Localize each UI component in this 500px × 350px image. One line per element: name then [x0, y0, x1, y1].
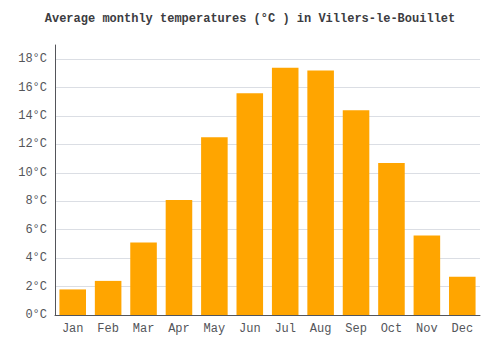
svg-text:Jul: Jul — [274, 322, 296, 336]
svg-text:4°C: 4°C — [25, 251, 47, 265]
svg-text:16°C: 16°C — [18, 81, 47, 95]
svg-text:Apr: Apr — [168, 322, 190, 336]
svg-text:Oct: Oct — [381, 322, 403, 336]
svg-text:Aug: Aug — [310, 322, 332, 336]
svg-text:Sep: Sep — [345, 322, 367, 336]
svg-text:6°C: 6°C — [25, 223, 47, 237]
svg-text:Mar: Mar — [133, 322, 155, 336]
svg-text:10°C: 10°C — [18, 166, 47, 180]
svg-text:2°C: 2°C — [25, 280, 47, 294]
svg-text:Jan: Jan — [62, 322, 84, 336]
svg-text:12°C: 12°C — [18, 137, 47, 151]
svg-text:Feb: Feb — [97, 322, 119, 336]
svg-text:Average monthly temperatures (: Average monthly temperatures (°C ) in Vi… — [45, 12, 455, 26]
svg-text:0°C: 0°C — [25, 308, 47, 322]
svg-text:Nov: Nov — [416, 322, 438, 336]
svg-text:8°C: 8°C — [25, 194, 47, 208]
svg-text:May: May — [204, 322, 226, 336]
svg-text:14°C: 14°C — [18, 109, 47, 123]
svg-text:Jun: Jun — [239, 322, 261, 336]
svg-text:18°C: 18°C — [18, 52, 47, 66]
svg-text:Dec: Dec — [451, 322, 473, 336]
